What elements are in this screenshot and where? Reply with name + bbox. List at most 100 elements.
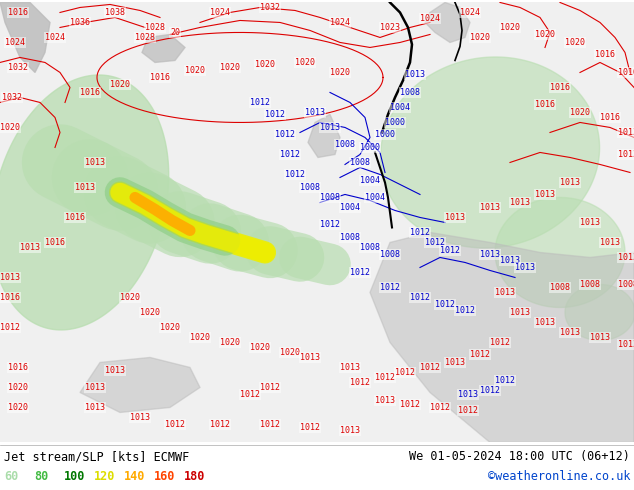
Text: 1000: 1000 [360,143,380,152]
Text: 1020: 1020 [140,308,160,317]
Text: 1016: 1016 [595,50,615,59]
Text: 1013: 1013 [340,363,360,372]
Text: 1020: 1020 [160,323,180,332]
Text: 1013: 1013 [510,198,530,207]
Text: 1008: 1008 [400,88,420,97]
Text: 1012: 1012 [250,98,270,107]
Text: 1013: 1013 [375,396,395,405]
Text: 1024: 1024 [420,14,440,23]
Text: 1028: 1028 [135,33,155,42]
Text: 1020: 1020 [120,293,140,302]
Text: 1024: 1024 [330,18,350,27]
Text: 1016: 1016 [65,213,85,222]
Text: 1013: 1013 [480,250,500,259]
Text: 1016: 1016 [45,238,65,247]
Text: 1012: 1012 [240,390,260,399]
Text: 1013: 1013 [560,178,580,187]
Text: 1013: 1013 [105,366,125,375]
Text: 1028: 1028 [145,23,165,32]
Text: 1020: 1020 [470,33,490,42]
Text: 1000: 1000 [385,118,405,127]
Text: 1020: 1020 [250,343,270,352]
Text: 1012: 1012 [470,350,490,359]
Text: 1013: 1013 [590,333,610,342]
Text: 1013: 1013 [85,383,105,392]
Polygon shape [142,34,185,62]
Polygon shape [565,285,634,341]
Text: 1013: 1013 [618,253,634,262]
Text: 1016: 1016 [8,363,28,372]
Text: 1013: 1013 [600,238,620,247]
Text: 1023: 1023 [380,23,400,32]
Text: 1012: 1012 [280,150,300,159]
Text: 1012: 1012 [395,368,415,377]
Text: 1012: 1012 [410,293,430,302]
Text: 1012: 1012 [300,423,320,432]
Text: Jet stream/SLP [kts] ECMWF: Jet stream/SLP [kts] ECMWF [4,450,190,464]
Text: 1008: 1008 [300,183,320,192]
Text: 1013: 1013 [618,340,634,349]
Text: 140: 140 [124,470,145,484]
Text: 80: 80 [34,470,48,484]
Text: 1016: 1016 [150,73,170,82]
Text: 1024: 1024 [460,8,480,17]
Text: 120: 120 [94,470,115,484]
Text: 1008: 1008 [360,243,380,252]
Text: 1004: 1004 [390,103,410,112]
Text: 1013: 1013 [500,256,520,265]
Text: 1020: 1020 [8,383,28,392]
Text: 1013: 1013 [405,70,425,79]
Text: 60: 60 [4,470,18,484]
Text: 1012: 1012 [350,378,370,387]
Text: 1000: 1000 [375,130,395,139]
Text: 1013: 1013 [480,203,500,212]
Text: 1012: 1012 [420,363,440,372]
Text: We 01-05-2024 18:00 UTC (06+12): We 01-05-2024 18:00 UTC (06+12) [409,450,630,464]
Text: 1012: 1012 [495,376,515,385]
Text: 1020: 1020 [330,68,350,77]
Text: 1020: 1020 [295,58,315,67]
Polygon shape [0,75,169,330]
Text: 1013: 1013 [300,353,320,362]
Text: 100: 100 [64,470,86,484]
Text: 1020: 1020 [535,30,555,39]
Text: 1016: 1016 [0,293,20,302]
Polygon shape [308,115,340,157]
Text: 1020: 1020 [255,60,275,69]
Text: 1008: 1008 [550,283,570,292]
Text: 1013: 1013 [580,218,600,227]
Text: 1016: 1016 [550,83,570,92]
Text: 1013: 1013 [515,263,535,272]
Text: 1013: 1013 [85,403,105,412]
Text: 1012: 1012 [375,373,395,382]
Text: 1038: 1038 [105,8,125,17]
Text: 1012: 1012 [165,420,185,429]
Polygon shape [370,232,634,442]
Text: 1013: 1013 [305,108,325,117]
Text: 1013: 1013 [75,183,95,192]
Text: 1012: 1012 [275,130,295,139]
Text: 1012: 1012 [480,386,500,395]
Text: 1016: 1016 [618,68,634,77]
Text: 1020: 1020 [110,80,130,89]
Text: 1012: 1012 [410,228,430,237]
Text: 1013: 1013 [20,243,40,252]
Text: 1008: 1008 [340,233,360,242]
Text: 1013: 1013 [445,358,465,367]
Text: 1020: 1020 [500,23,520,32]
Text: 1012: 1012 [0,323,20,332]
Text: 1020: 1020 [220,338,240,347]
Text: 1016: 1016 [8,8,28,17]
Text: 1012: 1012 [490,338,510,347]
Text: 1020: 1020 [220,63,240,72]
Text: 1013: 1013 [0,273,20,282]
Text: 1012: 1012 [320,220,340,229]
Text: 1020: 1020 [565,38,585,47]
Text: 1012: 1012 [380,283,400,292]
Polygon shape [425,2,470,43]
Text: 1004: 1004 [340,203,360,212]
Text: 1016: 1016 [600,113,620,122]
Text: 1012: 1012 [265,110,285,119]
Text: 1012: 1012 [260,383,280,392]
Text: 1012: 1012 [400,400,420,409]
